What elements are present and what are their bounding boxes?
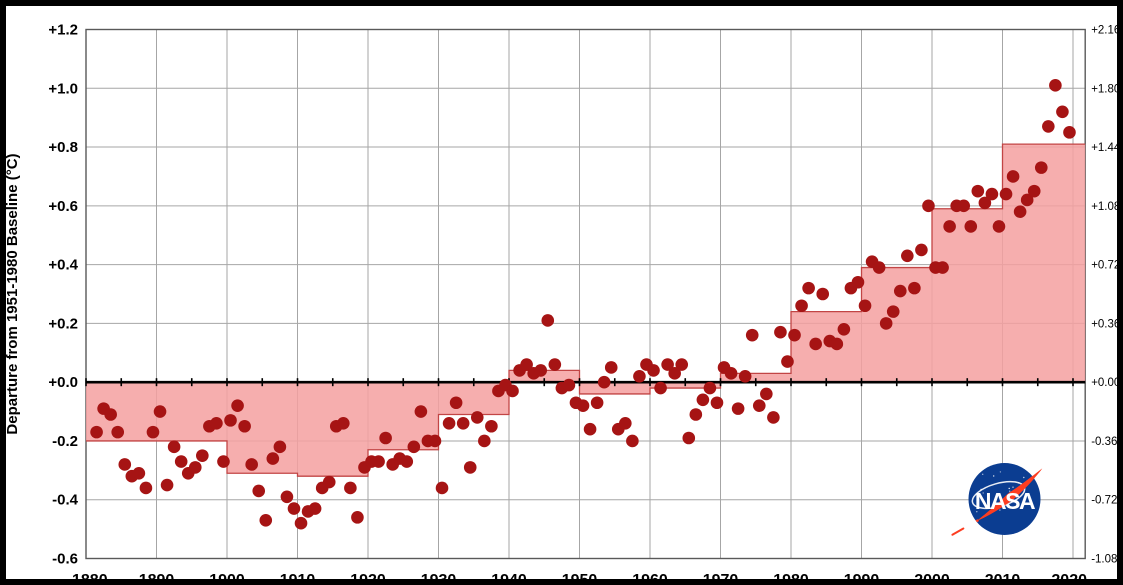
svg-text:1880: 1880 (72, 572, 108, 585)
svg-text:+2.16: +2.16 (1091, 25, 1120, 37)
svg-text:1930: 1930 (421, 572, 457, 585)
svg-text:-0.36: -0.36 (1091, 436, 1117, 448)
svg-text:1980: 1980 (773, 572, 809, 585)
svg-text:1950: 1950 (562, 572, 598, 585)
svg-text:1970: 1970 (703, 572, 739, 585)
svg-text:1910: 1910 (280, 572, 316, 585)
svg-text:-0.72: -0.72 (1091, 495, 1117, 507)
svg-text:2020: 2020 (1051, 572, 1087, 585)
svg-text:+0.72: +0.72 (1091, 260, 1120, 272)
svg-text:+0.0: +0.0 (48, 374, 78, 391)
svg-text:1920: 1920 (350, 572, 386, 585)
svg-text:2010: 2010 (985, 572, 1021, 585)
svg-text:+0.36: +0.36 (1091, 318, 1120, 330)
svg-text:+0.2: +0.2 (48, 315, 78, 332)
svg-text:+1.80: +1.80 (1091, 83, 1120, 95)
svg-text:-0.2: -0.2 (52, 433, 78, 450)
svg-text:+0.6: +0.6 (48, 198, 78, 215)
svg-text:1890: 1890 (139, 572, 175, 585)
svg-text:+1.44: +1.44 (1091, 142, 1121, 154)
svg-text:NASA: NASA (975, 488, 1035, 514)
svg-text:+1.2: +1.2 (48, 22, 78, 39)
svg-text:1940: 1940 (491, 572, 527, 585)
svg-text:+1.08: +1.08 (1091, 201, 1120, 213)
svg-text:2000: 2000 (914, 572, 950, 585)
svg-text:1960: 1960 (632, 572, 668, 585)
svg-text:-0.6: -0.6 (52, 551, 78, 568)
svg-text:+0.8: +0.8 (48, 139, 78, 156)
svg-text:+0.00: +0.00 (1091, 377, 1120, 389)
svg-text:-0.4: -0.4 (52, 492, 79, 509)
svg-text:1900: 1900 (209, 572, 245, 585)
svg-text:+1.0: +1.0 (48, 80, 78, 97)
svg-text:+0.4: +0.4 (48, 257, 78, 274)
svg-text:-1.08: -1.08 (1091, 554, 1117, 566)
svg-text:1990: 1990 (844, 572, 880, 585)
